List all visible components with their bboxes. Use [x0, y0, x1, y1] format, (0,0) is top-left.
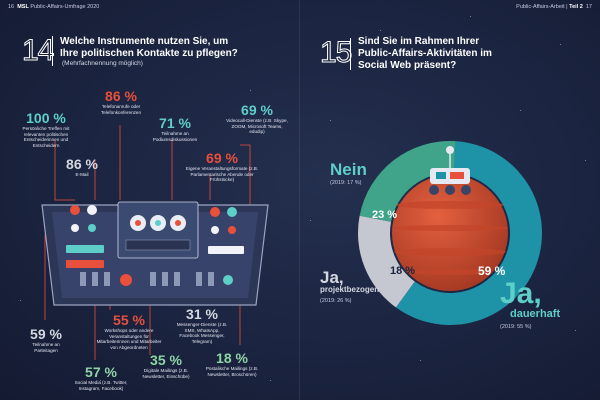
stat-label: E-Mail [75, 172, 89, 177]
stat-value: 100 % [26, 110, 66, 126]
page-divider [299, 0, 300, 400]
question-divider-15 [350, 38, 351, 70]
stat-workshops: 55 % Workshops oder andere Veranstaltung… [94, 312, 164, 350]
question-title-14: Welche Instrumente nutzen Sie, um Ihre p… [60, 36, 238, 59]
stat-label: Teilnahme an Podiumsdiskussionen [152, 131, 198, 142]
stat-label: Messenger-Dienste (z.B. SMS, WhatsApp, F… [176, 322, 228, 344]
value-nein: 23 % [372, 209, 398, 221]
stat-label: Workshops oder andere Veranstaltungen fü… [96, 328, 162, 350]
question-number-15: 15 [319, 36, 352, 70]
donut-slices [358, 141, 542, 325]
stat-label: Videocall-Dienste (z.B. Skype, ZOOM, Mic… [226, 118, 288, 135]
stat-label: Teilnahme an Parteitagen [32, 342, 60, 353]
control-panel-illustration [41, 125, 269, 360]
donut-slice-nein [359, 141, 456, 222]
stat-digital-mailings: 35 % Digitale Mailings (z.B. Newsletter,… [138, 352, 194, 379]
planet-bands [392, 201, 508, 275]
stat-label: Postalische Mailings (z.B. Newsletter, B… [205, 366, 259, 377]
stat-label: Eigene Veranstaltungsformate (z.B. Parla… [185, 166, 259, 183]
stat-messenger: 31 % Messenger-Dienste (z.B. SMS, WhatsA… [174, 306, 230, 344]
stat-postal-mailings: 18 % Postalische Mailings (z.B. Newslett… [204, 350, 260, 377]
stat-label: Telefonanrufe oder Telefonkonferenzen [100, 104, 142, 115]
stat-video-calls: 69 % Videocall-Dienste (z.B. Skype, ZOOM… [226, 102, 288, 135]
label-dauerhaft: Ja, dauerhaft (2019: 55 %) [500, 277, 561, 331]
stat-value: 86 % [105, 88, 137, 104]
question-subtitle-14: (Mehrfachnennung möglich) [62, 60, 143, 67]
question-number-14: 14 [21, 34, 54, 68]
stat-value: 35 % [150, 352, 182, 368]
stat-own-events: 69 % Eigene Veranstaltungsformate (z.B. … [182, 150, 262, 183]
stat-value: 31 % [186, 306, 218, 322]
stat-phone: 86 % Telefonanrufe oder Telefonkonferenz… [90, 88, 152, 115]
stat-value: 55 % [113, 312, 145, 328]
stat-label: Digitale Mailings (z.B. Newsletter, Eins… [142, 368, 190, 379]
stat-value: 86 % [66, 156, 98, 172]
stat-value: 69 % [206, 150, 238, 166]
stat-party-conventions: 59 % Teilnahme an Parteitagen [20, 326, 72, 353]
stat-personal-meetings: 100 % Persönliche Treffen mit relevanten… [16, 110, 76, 148]
header-left: 16 MSL Public-Affairs-Umfrage 2020 [8, 4, 100, 10]
question-title-15: Sind Sie im Rahmen Ihrer Public-Affairs-… [358, 36, 492, 71]
stat-social-media: 57 % Social Media (z.B. Twitter, Instagr… [72, 364, 130, 391]
rover-illustration [429, 146, 471, 195]
label-nein: Nein (2019: 17 %) [330, 160, 367, 186]
stat-panel-discussions: 71 % Teilnahme an Podiumsdiskussionen [150, 115, 200, 142]
donut-slice-projektbezogen [358, 215, 415, 308]
donut-chart [358, 141, 542, 325]
stat-value: 71 % [159, 115, 191, 131]
stat-value: 69 % [241, 102, 273, 118]
label-projektbezogen: Ja, projektbezogen (2019: 26 %) [320, 268, 380, 304]
header-right: Public-Affairs-Arbeit | Teil 2 17 [516, 4, 592, 10]
stat-label: Persönliche Treffen mit relevanten polit… [22, 126, 70, 148]
stat-value: 59 % [30, 326, 62, 342]
stat-label: Social Media (z.B. Twitter, Instagram, F… [74, 380, 128, 391]
question-divider-14 [52, 36, 53, 66]
stat-email: 86 % E-Mail [60, 156, 104, 178]
donut-slice-dauerhaft [395, 141, 542, 325]
value-dauerhaft: 59 % [478, 264, 506, 278]
value-projektbezogen: 18 % [390, 265, 416, 277]
stat-value: 57 % [85, 364, 117, 380]
stat-value: 18 % [216, 350, 248, 366]
